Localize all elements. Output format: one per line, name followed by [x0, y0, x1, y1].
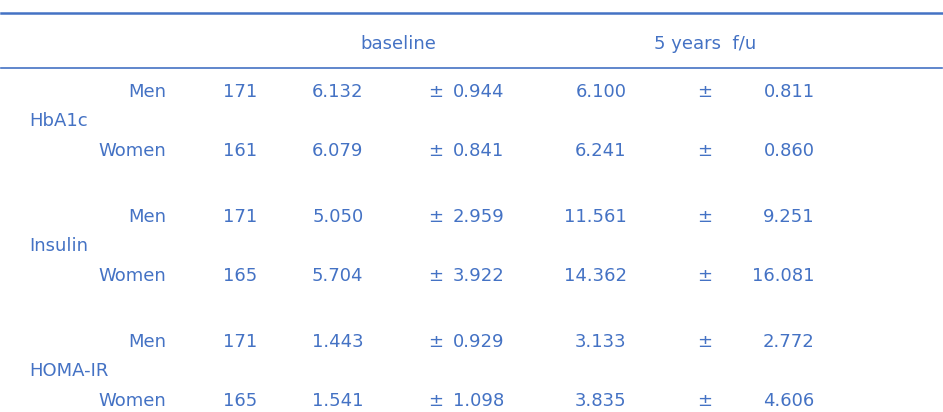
Text: Men: Men [128, 333, 166, 351]
Text: 5.050: 5.050 [312, 208, 363, 226]
Text: 0.929: 0.929 [453, 333, 505, 351]
Text: 165: 165 [223, 267, 257, 285]
Text: ±: ± [697, 392, 712, 410]
Text: ±: ± [428, 267, 443, 285]
Text: 0.811: 0.811 [764, 83, 815, 101]
Text: 5 years  f/u: 5 years f/u [653, 35, 755, 53]
Text: HOMA-IR: HOMA-IR [29, 362, 109, 380]
Text: 1.541: 1.541 [312, 392, 363, 410]
Text: 6.100: 6.100 [575, 83, 627, 101]
Text: 3.133: 3.133 [575, 333, 627, 351]
Text: 0.841: 0.841 [454, 142, 505, 159]
Text: Men: Men [128, 83, 166, 101]
Text: Women: Women [98, 142, 166, 159]
Text: 14.362: 14.362 [564, 267, 627, 285]
Text: ±: ± [697, 333, 712, 351]
Text: ±: ± [697, 142, 712, 159]
Text: 3.922: 3.922 [453, 267, 505, 285]
Text: ±: ± [697, 267, 712, 285]
Text: 0.860: 0.860 [764, 142, 815, 159]
Text: HbA1c: HbA1c [29, 112, 89, 130]
Text: 1.098: 1.098 [454, 392, 505, 410]
Text: 161: 161 [223, 142, 257, 159]
Text: 16.081: 16.081 [753, 267, 815, 285]
Text: 9.251: 9.251 [763, 208, 815, 226]
Text: ±: ± [428, 83, 443, 101]
Text: Men: Men [128, 208, 166, 226]
Text: 5.704: 5.704 [312, 267, 363, 285]
Text: 6.241: 6.241 [575, 142, 627, 159]
Text: 4.606: 4.606 [764, 392, 815, 410]
Text: Women: Women [98, 392, 166, 410]
Text: ±: ± [428, 333, 443, 351]
Text: 171: 171 [223, 83, 257, 101]
Text: ±: ± [428, 142, 443, 159]
Text: 165: 165 [223, 392, 257, 410]
Text: ±: ± [428, 208, 443, 226]
Text: 6.132: 6.132 [312, 83, 363, 101]
Text: 2.772: 2.772 [763, 333, 815, 351]
Text: ±: ± [697, 83, 712, 101]
Text: Insulin: Insulin [29, 237, 89, 255]
Text: 11.561: 11.561 [564, 208, 627, 226]
Text: 3.835: 3.835 [575, 392, 627, 410]
Text: 0.944: 0.944 [453, 83, 505, 101]
Text: ±: ± [697, 208, 712, 226]
Text: 6.079: 6.079 [312, 142, 363, 159]
Text: baseline: baseline [360, 35, 436, 53]
Text: 1.443: 1.443 [312, 333, 363, 351]
Text: 171: 171 [223, 333, 257, 351]
Text: 171: 171 [223, 208, 257, 226]
Text: Women: Women [98, 267, 166, 285]
Text: 2.959: 2.959 [453, 208, 505, 226]
Text: ±: ± [428, 392, 443, 410]
